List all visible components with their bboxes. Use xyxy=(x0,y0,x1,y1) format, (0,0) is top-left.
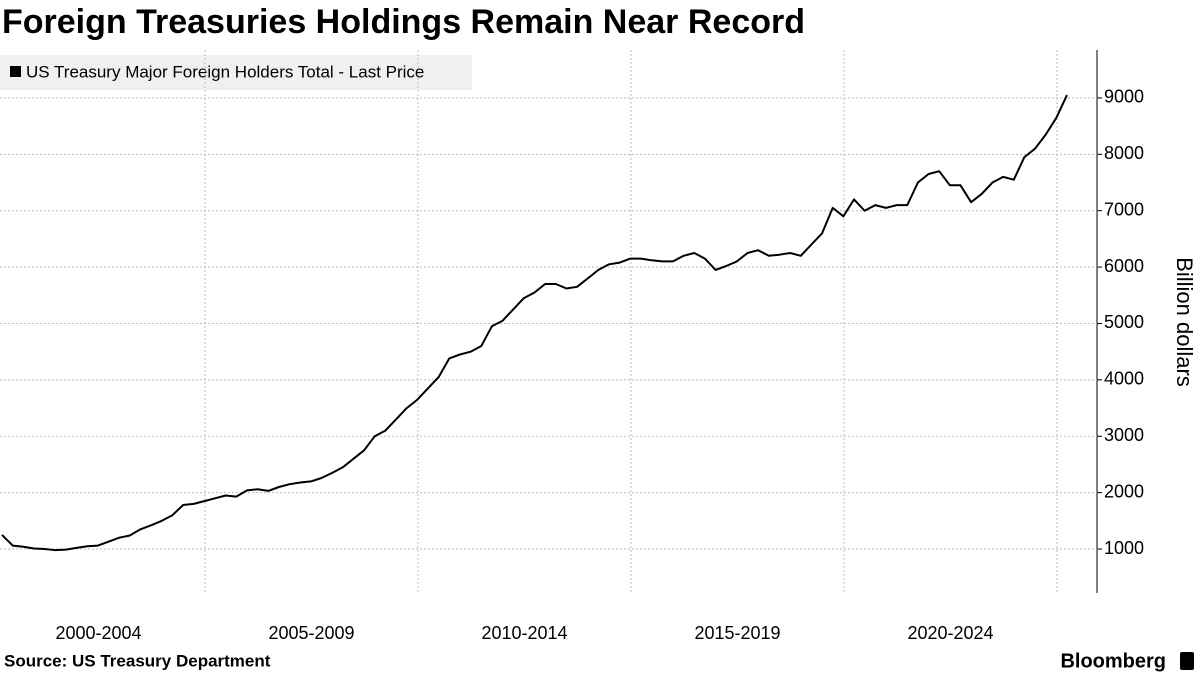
y-tick-label: 1000 xyxy=(1104,538,1144,558)
source: Source: US Treasury Department xyxy=(4,651,271,670)
y-tick-label: 8000 xyxy=(1104,143,1144,163)
y-tick-label: 2000 xyxy=(1104,481,1144,501)
y-tick-label: 4000 xyxy=(1104,369,1144,389)
brand: Bloomberg xyxy=(1060,650,1166,672)
y-tick-label: 9000 xyxy=(1104,87,1144,107)
x-tick-label: 2015-2019 xyxy=(694,623,780,643)
brand-icon xyxy=(1180,652,1194,670)
y-tick-label: 3000 xyxy=(1104,425,1144,445)
x-tick-label: 2005-2009 xyxy=(268,623,354,643)
y-axis-label: Billion dollars xyxy=(1172,257,1197,387)
x-tick-label: 2000-2004 xyxy=(55,623,141,643)
y-tick-label: 6000 xyxy=(1104,256,1144,276)
y-tick-label: 5000 xyxy=(1104,312,1144,332)
y-tick-label: 7000 xyxy=(1104,199,1144,219)
x-tick-label: 2010-2014 xyxy=(481,623,567,643)
x-tick-label: 2020-2024 xyxy=(907,623,993,643)
legend-swatch xyxy=(10,66,21,77)
chart-title: Foreign Treasuries Holdings Remain Near … xyxy=(2,3,805,41)
line-series xyxy=(1,94,1068,552)
legend-label: US Treasury Major Foreign Holders Total … xyxy=(26,62,424,81)
legend-box xyxy=(0,55,472,90)
